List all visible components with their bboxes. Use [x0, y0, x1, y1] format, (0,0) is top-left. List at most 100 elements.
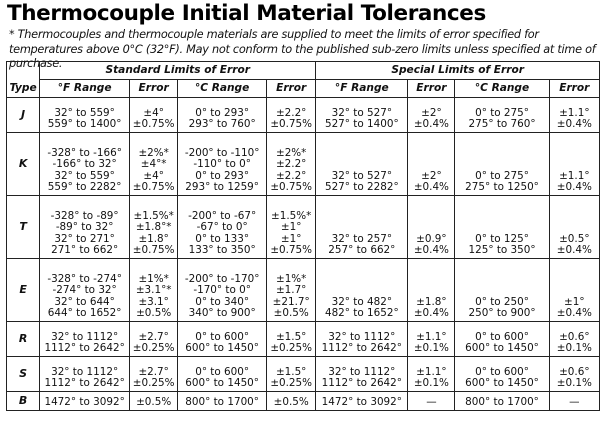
cell-line: 0° to 600°: [475, 365, 529, 378]
special-limits-header: Special Limits of Error: [315, 61, 600, 80]
std-c-cell: -200° to -170° -170° to 0° 0° to 340° 340° …: [177, 258, 268, 322]
spc-f-cell: 1472° to 3092°: [315, 391, 409, 411]
cell-line: ±1.1°: [559, 169, 590, 182]
cell-line: -170° to 0°: [193, 284, 251, 297]
cell-line: ±0.4%: [413, 181, 449, 194]
std-c-range-header: °C Range: [177, 79, 268, 98]
cell-line: ±1°: [564, 295, 585, 308]
cell-line: 32° to 257°: [331, 232, 393, 245]
table-row: S 32° to 1112° 1112° to 2642° ±2.7° ±0.25% 0°…: [5, 356, 601, 392]
cell-line: 293° to 760°: [188, 118, 256, 131]
cell-line: ±0.4%: [556, 244, 592, 257]
cell-line: ±1.1°: [416, 365, 447, 378]
cell-line: 271° to 662°: [51, 244, 119, 257]
std-fe-cell: ±2%* ±4°* ±4° ±0.75%: [129, 132, 179, 196]
cell-line: ±0.25%: [270, 377, 313, 390]
cell-line: 275° to 1250°: [465, 181, 539, 194]
cell-line: ±0.25%: [132, 342, 175, 355]
cell-line: 600° to 1450°: [185, 342, 259, 355]
page-title: Thermocouple Initial Material Tolerances: [7, 1, 486, 26]
table-body: J 32° to 559° 559° to 1400° ±4° ±0.75% 0° to …: [5, 97, 601, 411]
cell-line: 32° to 1112°: [51, 330, 119, 343]
cell-line: 0° to 600°: [195, 330, 250, 343]
cell-line: 527° to 1400°: [324, 118, 399, 131]
spc-f-cell: 32° to 527° 527° to 1400°: [315, 97, 409, 133]
cell-line: ±0.5%: [273, 396, 309, 409]
cell-line: 800° to 1700°: [465, 396, 539, 409]
cell-line: ±1.5%*: [133, 209, 174, 222]
std-fe-cell: ±2.7° ±0.25%: [129, 321, 179, 357]
type-cell: R: [5, 321, 41, 357]
cell-line: ±4°: [143, 106, 164, 119]
cell-line: ±3.1°*: [135, 284, 172, 297]
std-f-error-header: Error: [129, 79, 179, 98]
table-row: R 32° to 1112° 1112° to 2642° ±2.7° ±0.25% 0°…: [5, 321, 601, 357]
type-cell: S: [5, 356, 41, 392]
cell-line: ±0.75%: [270, 244, 313, 257]
cell-line: ±1%*: [138, 272, 169, 285]
std-f-cell: -328° to -274° -274° to 32° 32° to 644° 644…: [39, 258, 131, 322]
cell-line: 32° to 559°: [54, 169, 115, 182]
table-row: T -328° to -89° -89° to 32° 32° to 271° 271°…: [5, 195, 601, 259]
cell-line: ±2.7°: [138, 365, 169, 378]
cell-line: 32° to 527°: [331, 106, 393, 119]
cell-line: ±2°: [421, 106, 442, 119]
std-f-cell: -328° to -89° -89° to 32° 32° to 271° 271° …: [39, 195, 131, 259]
spc-fe-cell: —: [407, 391, 456, 411]
spc-ce-cell: ±1° ±0.4%: [548, 258, 601, 322]
cell-line: -328° to -166°: [47, 146, 122, 159]
cell-line: 0° to 275°: [475, 169, 529, 182]
spc-fe-cell: ±2° ±0.4%: [407, 97, 456, 133]
spc-f-cell: 32° to 1112° 1112° to 2642°: [315, 321, 409, 357]
standard-limits-header: Standard Limits of Error: [39, 61, 317, 80]
cell-line: ±1°: [280, 221, 302, 234]
cell-line: ±0.6°: [559, 330, 590, 343]
std-f-cell: 32° to 559° 559° to 1400°: [39, 97, 131, 133]
std-f-cell: 32° to 1112° 1112° to 2642°: [39, 321, 131, 357]
cell-line: ±0.4%: [413, 307, 449, 320]
std-ce-cell: ±2.2° ±0.75%: [266, 97, 317, 133]
std-ce-cell: ±0.5%: [266, 391, 317, 411]
cell-line: 32° to 1112°: [328, 365, 396, 378]
spc-c-cell: 0° to 250° 250° to 900°: [454, 258, 550, 322]
tolerance-table: Type Standard Limits of Error Special Li…: [5, 61, 601, 411]
std-f-range-header: °F Range: [39, 79, 131, 98]
cell-line: 1112° to 2642°: [321, 342, 402, 355]
cell-line: ±1.1°: [559, 106, 590, 119]
spc-ce-cell: ±0.6° ±0.1%: [548, 356, 601, 392]
cell-line: ±0.4%: [413, 118, 449, 131]
cell-line: 257° to 662°: [328, 244, 396, 257]
cell-line: 559° to 1400°: [47, 118, 122, 131]
cell-line: 559° to 2282°: [47, 181, 122, 194]
cell-line: ±0.4%: [556, 118, 592, 131]
cell-line: ±4°*: [140, 158, 167, 171]
spc-ce-cell: ±0.6° ±0.1%: [548, 321, 601, 357]
cell-line: -89° to 32°: [55, 221, 114, 234]
cell-line: 1112° to 2642°: [44, 342, 125, 355]
cell-line: ±1.5°: [275, 330, 307, 343]
std-ce-cell: ±2%* ±2.2° ±2.2° ±0.75%: [266, 132, 317, 196]
cell-line: 0° to 125°: [475, 232, 529, 245]
cell-line: 527° to 2282°: [324, 181, 399, 194]
cell-line: ±0.25%: [270, 342, 313, 355]
spc-c-cell: 0° to 600° 600° to 1450°: [454, 356, 550, 392]
spc-ce-cell: ±1.1° ±0.4%: [548, 132, 601, 196]
spc-fe-cell: ±1.1° ±0.1%: [407, 321, 456, 357]
cell-line: ±2.2°: [275, 106, 307, 119]
spc-f-cell: 32° to 1112° 1112° to 2642°: [315, 356, 409, 392]
spc-c-cell: 0° to 275° 275° to 1250°: [454, 132, 550, 196]
std-f-cell: -328° to -166° -166° to 32° 32° to 559° 559…: [39, 132, 131, 196]
cell-line: ±0.25%: [132, 377, 175, 390]
cell-line: ±0.5%: [136, 396, 172, 409]
cell-line: ±0.1%: [413, 377, 449, 390]
std-c-cell: -200° to -67° -67° to 0° 0° to 133° 133° to…: [177, 195, 268, 259]
cell-line: ±1.8°: [138, 232, 169, 245]
cell-line: ±1.5%*: [271, 209, 312, 222]
spc-f-cell: 32° to 527° 527° to 2282°: [315, 132, 409, 196]
std-ce-cell: ±1.5%* ±1° ±1° ±0.75%: [266, 195, 317, 259]
spc-f-range-header: °F Range: [315, 79, 409, 98]
std-c-cell: 0° to 600° 600° to 1450°: [177, 356, 268, 392]
cell-line: ±0.1%: [413, 342, 449, 355]
cell-line: -166° to 32°: [52, 158, 117, 171]
cell-line: 32° to 1112°: [51, 365, 119, 378]
